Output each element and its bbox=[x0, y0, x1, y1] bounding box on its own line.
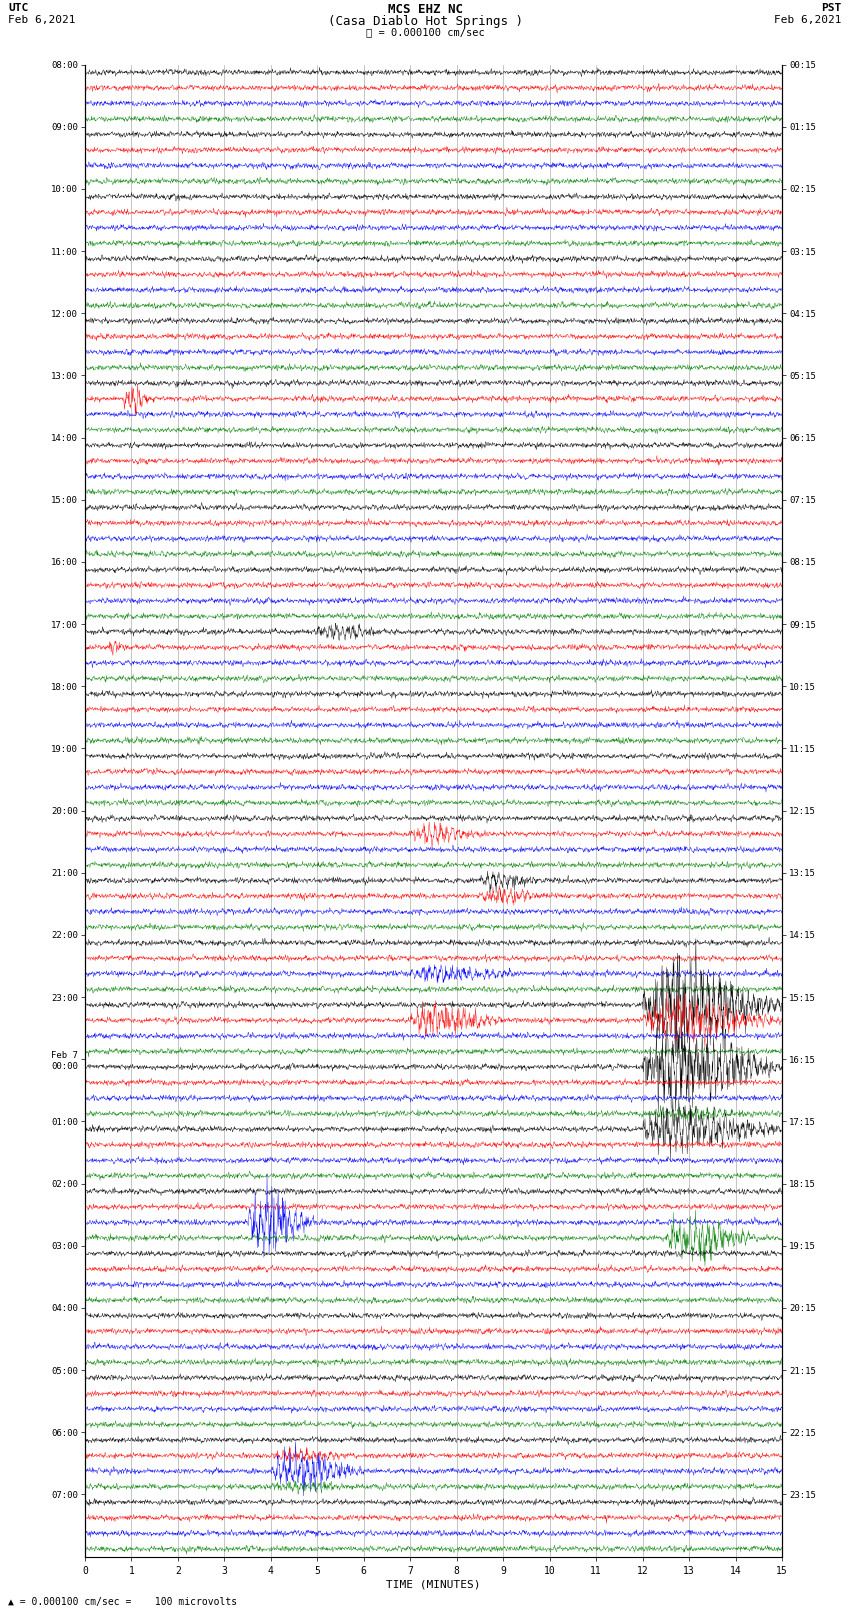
Text: Feb 6,2021: Feb 6,2021 bbox=[8, 15, 76, 24]
Text: PST: PST bbox=[821, 3, 842, 13]
Text: UTC: UTC bbox=[8, 3, 29, 13]
Text: (Casa Diablo Hot Springs ): (Casa Diablo Hot Springs ) bbox=[327, 15, 523, 27]
Text: MCS EHZ NC: MCS EHZ NC bbox=[388, 3, 462, 16]
Text: ⏐ = 0.000100 cm/sec: ⏐ = 0.000100 cm/sec bbox=[366, 27, 484, 37]
X-axis label: TIME (MINUTES): TIME (MINUTES) bbox=[386, 1579, 481, 1590]
Text: ▲ = 0.000100 cm/sec =    100 microvolts: ▲ = 0.000100 cm/sec = 100 microvolts bbox=[8, 1597, 238, 1607]
Text: Feb 6,2021: Feb 6,2021 bbox=[774, 15, 842, 24]
